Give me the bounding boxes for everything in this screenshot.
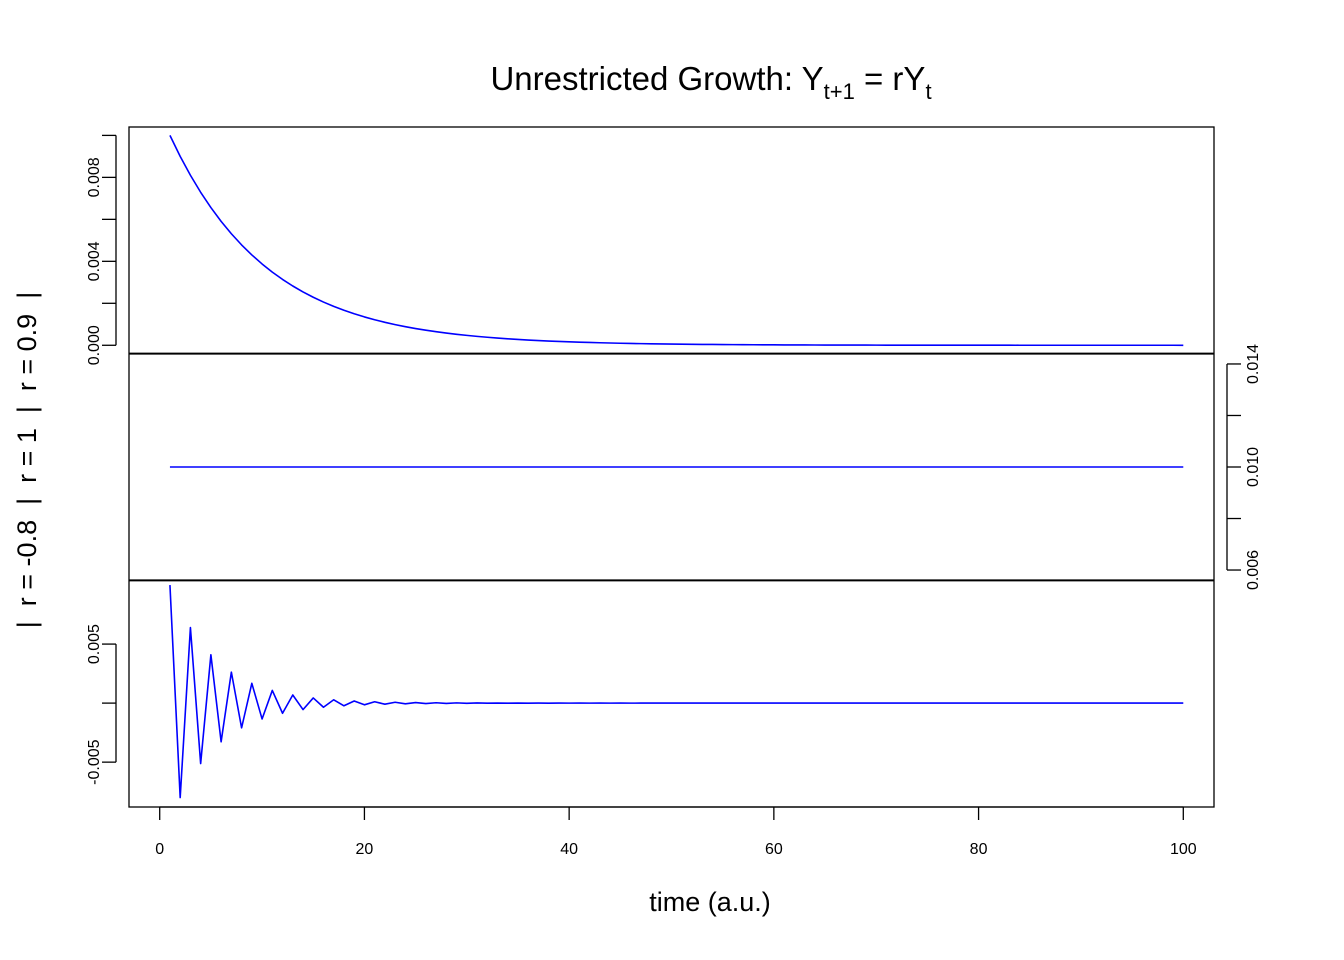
y-tick-label-panel-1-0.004: 0.004 xyxy=(86,241,103,281)
chart-title: Unrestricted Growth: Yt+1 = rYt xyxy=(490,60,931,104)
x-tick-label-100: 100 xyxy=(1170,841,1197,858)
chart-title-subscript-2: t xyxy=(925,79,931,104)
x-tick-label-80: 80 xyxy=(970,841,988,858)
x-tick-label-40: 40 xyxy=(560,841,578,858)
x-tick-label-20: 20 xyxy=(356,841,374,858)
panel-3: -0.005 0.005 xyxy=(86,579,1214,799)
panel-2: 0.006 0.010 0.014 xyxy=(129,344,1262,590)
y-tick-label-panel-1-0: 0.000 xyxy=(86,325,103,365)
panels: 0.000 0.004 0.008 0.006 0.010 0.014 -0.005 0.00… xyxy=(86,126,1262,808)
y-tick-label-panel-1-0.008: 0.008 xyxy=(86,157,103,197)
panel-1: 0.000 0.004 0.008 xyxy=(86,134,1184,365)
y-tick-label-panel-3--0.005: -0.005 xyxy=(86,739,103,784)
series-line-panel-3 xyxy=(169,585,1184,799)
x-tick-label-0: 0 xyxy=(155,841,164,858)
series-line-panel-1 xyxy=(169,135,1184,347)
y-tick-label-panel-2-0.006: 0.006 xyxy=(1245,550,1262,590)
x-axis-title: time (a.u.) xyxy=(649,887,771,917)
y-tick-label-panel-2-0.01: 0.010 xyxy=(1245,447,1262,487)
x-axis: 0 20 40 60 80 100 xyxy=(155,806,1197,858)
y-tick-label-panel-3-0.005: 0.005 xyxy=(86,624,103,664)
chart-title-mid: = rY xyxy=(855,60,926,97)
y-axis-panel-labels: | r = -0.8 | r = 1 | r = 0.9 | xyxy=(12,292,42,628)
x-tick-label-60: 60 xyxy=(765,841,783,858)
chart-title-main: Unrestricted Growth: Y xyxy=(490,60,823,97)
chart-title-subscript-1: t+1 xyxy=(824,79,855,104)
y-tick-label-panel-2-0.014: 0.014 xyxy=(1245,344,1262,384)
